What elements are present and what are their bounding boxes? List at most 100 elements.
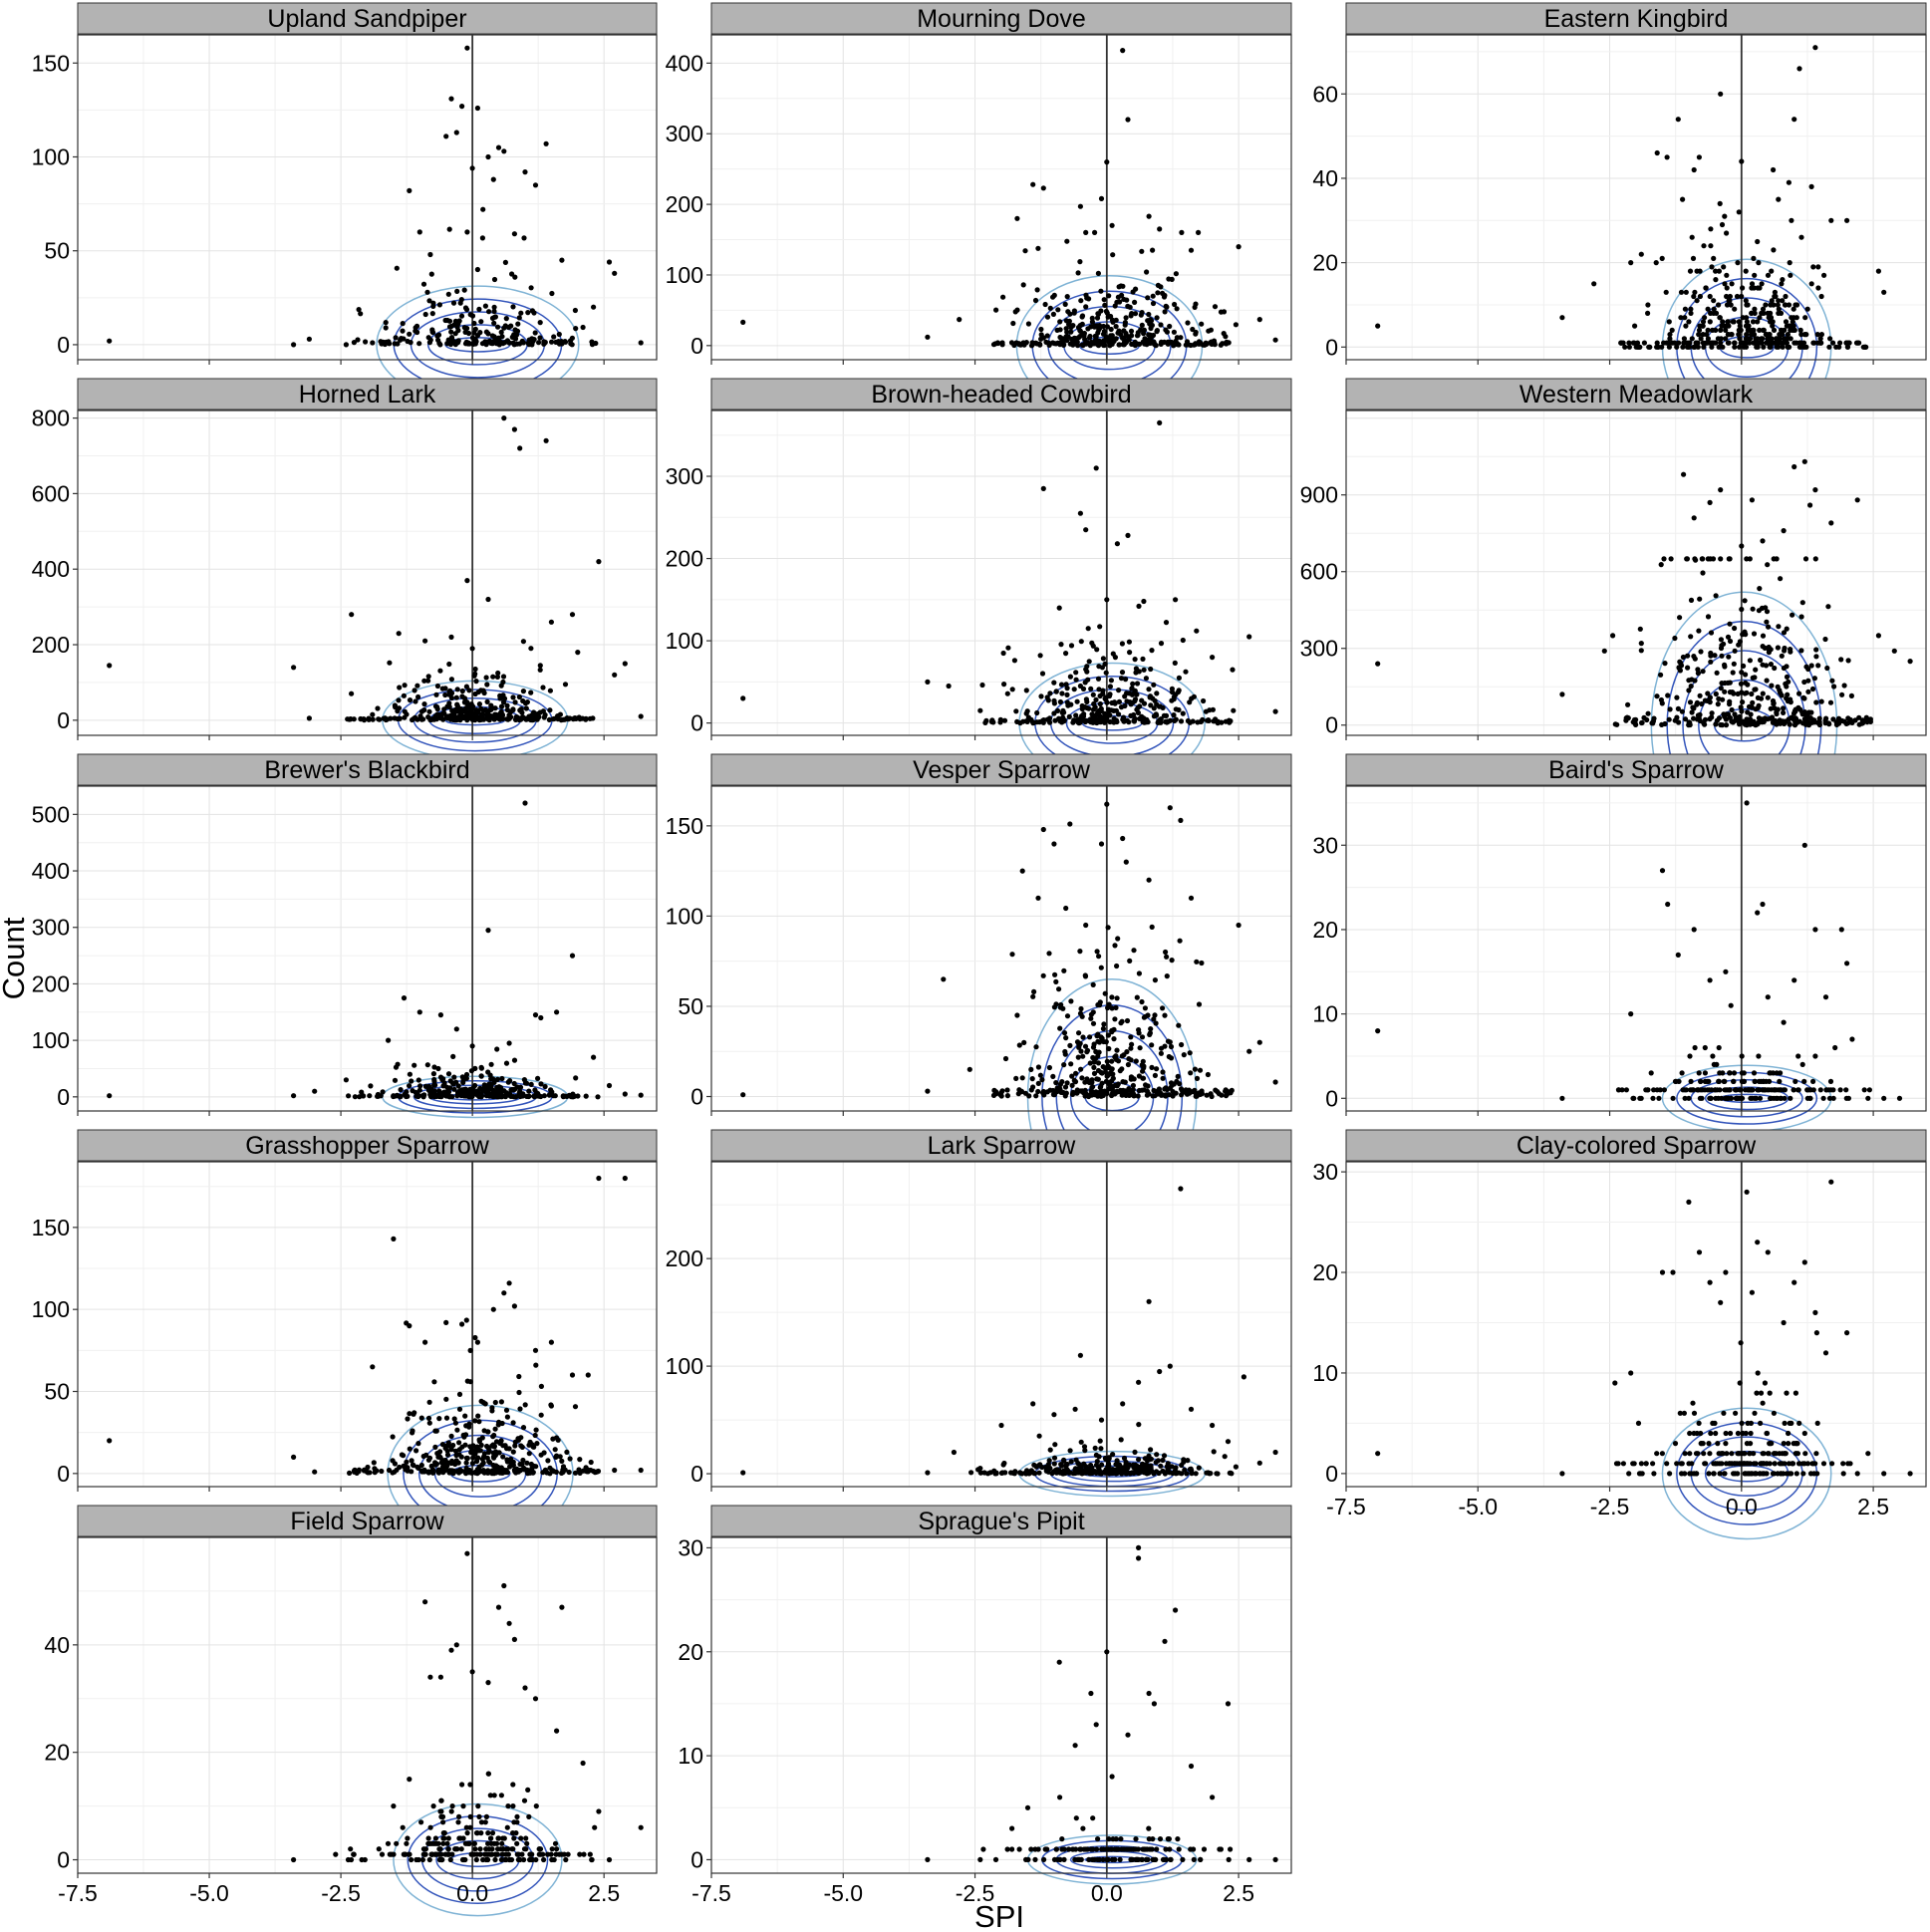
data-point — [455, 1819, 461, 1825]
data-point — [437, 715, 443, 721]
data-point — [490, 1434, 496, 1440]
data-point — [1771, 327, 1778, 333]
data-point — [471, 1840, 477, 1846]
data-point — [1136, 1379, 1142, 1385]
data-point — [492, 705, 498, 711]
data-point — [1084, 698, 1090, 705]
data-point — [1813, 1330, 1819, 1336]
data-point — [1689, 1087, 1695, 1093]
data-point — [1098, 1446, 1104, 1452]
data-point — [1737, 336, 1743, 342]
data-point — [1175, 1073, 1181, 1079]
facet-title: Upland Sandpiper — [267, 5, 466, 33]
data-point — [1735, 260, 1741, 266]
data-point — [1044, 314, 1051, 320]
y-tick-label: 200 — [666, 1245, 703, 1271]
data-point — [1051, 1412, 1057, 1418]
data-point — [1118, 676, 1125, 682]
data-point — [464, 1840, 470, 1846]
data-point — [1745, 327, 1751, 333]
data-point — [424, 1062, 430, 1068]
data-point — [1132, 657, 1138, 663]
data-point — [567, 1456, 573, 1462]
data-point — [999, 1088, 1005, 1094]
data-point — [484, 698, 490, 705]
data-point — [356, 1469, 362, 1475]
data-point — [1749, 497, 1755, 503]
data-point — [1188, 895, 1195, 901]
data-point — [448, 694, 454, 701]
data-point — [1730, 690, 1736, 695]
data-point — [1751, 1451, 1757, 1457]
data-point — [560, 1093, 566, 1099]
data-point — [1721, 264, 1727, 270]
data-point — [1628, 260, 1634, 266]
data-point — [1875, 268, 1881, 274]
data-point — [1778, 690, 1784, 695]
data-point — [510, 1449, 516, 1455]
data-point — [1785, 344, 1791, 350]
data-point — [990, 342, 997, 348]
data-point — [1907, 659, 1913, 665]
data-point — [532, 715, 538, 721]
data-point — [541, 1450, 547, 1456]
data-point — [1086, 335, 1093, 341]
data-point — [519, 1444, 525, 1450]
data-point — [537, 663, 543, 669]
data-point — [414, 1448, 419, 1454]
data-point — [1707, 699, 1713, 705]
data-point — [387, 341, 393, 347]
data-point — [1784, 626, 1790, 632]
data-point — [508, 1461, 514, 1467]
data-point — [1821, 272, 1827, 278]
data-point — [1751, 255, 1757, 261]
data-point — [1632, 720, 1638, 726]
data-point — [1136, 970, 1142, 976]
data-point — [475, 1803, 481, 1809]
data-point — [467, 1782, 473, 1788]
data-point — [1054, 707, 1061, 714]
data-point — [437, 1449, 443, 1455]
data-point — [367, 1093, 373, 1099]
data-point — [1074, 1090, 1080, 1096]
data-point — [1228, 1090, 1234, 1096]
data-point — [107, 1093, 113, 1099]
data-point — [465, 330, 472, 337]
data-point — [498, 703, 505, 709]
data-point — [545, 1851, 551, 1857]
data-point — [1761, 310, 1767, 316]
facet-strip — [710, 753, 1292, 786]
data-point — [1614, 721, 1620, 727]
data-point — [1733, 1087, 1739, 1093]
data-point — [1107, 1082, 1113, 1088]
data-point — [1077, 1352, 1083, 1358]
data-point — [428, 1840, 434, 1846]
data-point — [1751, 332, 1757, 338]
data-point — [1097, 692, 1103, 699]
data-point — [1723, 722, 1730, 728]
data-point — [1651, 1471, 1657, 1477]
data-point — [1788, 647, 1793, 653]
data-point — [1052, 717, 1058, 723]
data-point — [1706, 1471, 1712, 1477]
data-point — [1088, 686, 1094, 691]
data-point — [1102, 1455, 1108, 1462]
data-point — [1792, 463, 1797, 470]
data-point — [446, 324, 453, 330]
data-point — [448, 634, 454, 641]
data-point — [1682, 1087, 1688, 1093]
data-point — [1718, 91, 1724, 97]
data-point — [1061, 1030, 1068, 1036]
data-point — [1045, 340, 1051, 346]
data-point — [1112, 943, 1118, 949]
data-point — [1093, 339, 1099, 345]
data-point — [1692, 1044, 1698, 1051]
data-point — [445, 291, 451, 297]
data-point — [537, 320, 543, 326]
data-point — [1761, 327, 1767, 333]
data-point — [451, 1416, 457, 1422]
data-point — [1783, 681, 1789, 687]
data-point — [1194, 1075, 1201, 1081]
